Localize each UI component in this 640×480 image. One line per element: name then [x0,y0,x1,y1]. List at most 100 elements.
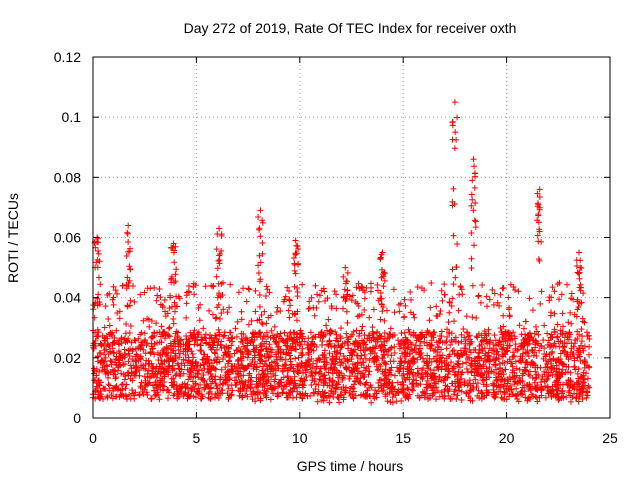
data-point [362,341,369,348]
data-point [215,301,222,308]
data-point [122,392,129,399]
data-point [190,283,197,290]
data-point [333,384,340,391]
y-tick-label: 0.12 [54,49,81,65]
data-point [521,340,528,347]
data-point [281,339,288,346]
data-point [286,379,293,386]
data-point [323,322,330,329]
data-point [468,264,475,271]
data-point [137,356,144,363]
data-point [447,396,454,403]
data-point [129,387,136,394]
data-point [346,352,353,359]
data-point [427,345,434,352]
data-point [252,398,259,405]
data-point [216,358,223,365]
data-point [363,284,370,291]
data-point [416,394,423,401]
data-point [167,294,174,301]
data-point [282,356,289,363]
data-point [185,385,192,392]
data-point [112,393,119,400]
data-point [381,375,388,382]
data-point [438,346,445,353]
data-point [192,360,199,367]
data-point [261,352,268,359]
data-point [153,297,160,304]
data-point [515,288,522,295]
data-point [531,330,538,337]
data-point [511,287,518,294]
data-point [427,366,434,373]
data-point [269,332,276,339]
data-point [168,279,175,286]
data-point [472,218,479,225]
data-point [147,285,154,292]
data-point [462,337,469,344]
data-point [372,387,379,394]
data-point [452,274,459,281]
data-point [434,387,441,394]
data-point [450,364,457,371]
data-point [221,332,228,339]
data-point [256,252,263,259]
data-point [418,350,425,357]
data-point [156,339,163,346]
data-point [328,328,335,335]
y-tick-label: 0.06 [54,230,81,246]
data-point [489,286,496,293]
data-point [469,314,476,321]
data-point [545,390,552,397]
data-point [194,330,201,337]
data-point [418,334,425,341]
data-point [345,336,352,343]
data-point [369,328,376,335]
data-point [577,374,584,381]
data-point [423,358,430,365]
data-point [146,360,153,367]
data-point [566,385,573,392]
data-point [317,330,324,337]
data-point [254,383,261,390]
data-point [463,365,470,372]
data-point [199,393,206,400]
data-point [575,366,582,373]
data-point [162,335,169,342]
data-point [99,357,106,364]
data-point [401,353,408,360]
data-point [136,392,143,399]
data-point [248,317,255,324]
data-point [353,284,360,291]
data-point [312,333,319,340]
data-point [468,368,475,375]
data-point [142,350,149,357]
data-point [314,291,321,298]
data-point [256,329,263,336]
data-point [502,366,509,373]
data-point [374,287,381,294]
data-point [359,323,366,330]
data-point [172,243,179,250]
data-point [357,344,364,351]
data-point [574,306,581,313]
data-point [444,362,451,369]
data-point [224,381,231,388]
data-point [113,374,120,381]
data-point [244,347,251,354]
data-point [317,334,324,341]
data-point [226,375,233,382]
data-point [483,293,490,300]
data-point [294,369,301,376]
data-point [378,266,385,273]
data-point [548,388,555,395]
data-point [416,342,423,349]
data-point [452,129,459,136]
data-point [379,308,386,315]
data-point [457,283,464,290]
data-point [569,394,576,401]
data-point [441,357,448,364]
data-point [96,258,103,265]
data-point [423,384,430,391]
data-point [382,346,389,353]
